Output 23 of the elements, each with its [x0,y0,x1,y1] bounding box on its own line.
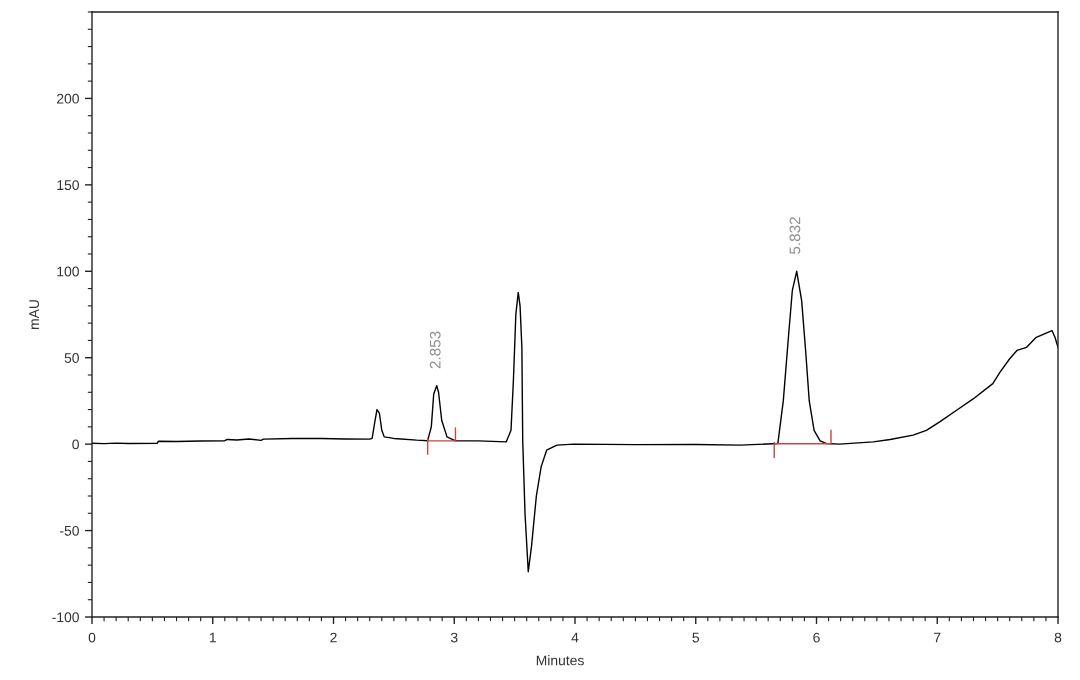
x-tick-label: 6 [813,632,820,643]
y-tick-label: 200 [57,93,79,104]
y-tick-label: -50 [60,525,79,536]
line-series [92,270,1058,573]
annotation: 5.832 [789,217,801,255]
x-tick-label: 7 [934,632,941,643]
y-axis-title: mAU [29,300,40,330]
x-axis-title: Minutes [536,655,584,666]
y-tick-label: 0 [72,439,79,450]
x-tick-label: 3 [450,632,458,643]
x-tick-label: 2 [330,632,337,643]
annotation: 2.853 [429,331,441,369]
x-tick-label: 1 [209,632,216,643]
x-tick-label: 0 [88,632,96,643]
y-tick-label: 100 [57,266,79,277]
line-series [773,429,832,459]
x-tick-label: 8 [1054,632,1062,643]
y-tick-label: 50 [64,353,79,363]
y-tick-label: -100 [52,612,79,623]
x-tick-label: 5 [692,632,700,643]
y-tick-label: 150 [57,180,79,191]
x-tick-label: 4 [571,632,579,643]
line-series [426,427,457,455]
